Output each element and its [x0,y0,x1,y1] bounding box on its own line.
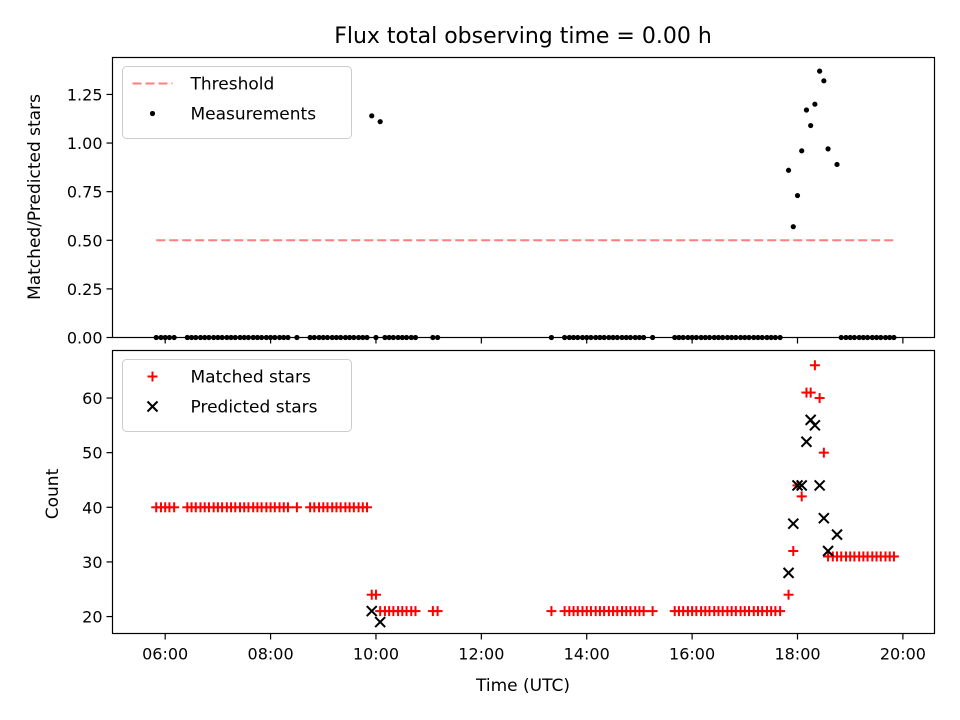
legend-label: Matched stars [191,368,311,388]
legend-swatch-0 [147,371,158,382]
legend-item-threshold: Threshold [132,75,275,95]
y-tick-label: 0.50 [67,231,103,250]
bottom-panel: Count Time (UTC) 20 30 40 50 60 06:00 08:00 10… [43,349,936,696]
bottom-legend: Matched stars Predicted stars [122,359,352,432]
top-legend: Threshold Measurements [122,66,352,139]
predicted-stars-point-6 [800,436,813,448]
predicted-stars-point-1 [374,616,386,628]
predicted-stars-point-3 [787,517,799,530]
top-y-axis-label: Matched/Predicted stars [25,94,45,300]
measurements-point-107 [803,107,810,113]
predicted-stars-point-9 [813,479,826,492]
bottom-x-ticks: 06:00 08:00 10:00 12:00 14:00 16:00 18:00 20:00 [142,633,926,664]
measurements-point-44 [369,113,375,119]
predicted-stars-point-12 [831,528,843,541]
x-tick-label: 12:00 [458,645,504,664]
legend-swatch-1 [149,110,156,117]
matched-stars-point-4 [169,502,180,513]
legend-item-predicted-stars: Predicted stars [146,398,318,418]
predicted-stars-point-5 [796,479,808,492]
y-tick-label: 1.25 [67,85,103,104]
y-tick-label: 0.00 [67,329,103,348]
top-panel: Flux total observing time = 0.00 h Match… [25,24,936,348]
measurements-point-110 [817,68,823,74]
measurements-point-113 [834,161,840,168]
y-tick-label: 30 [82,553,102,572]
y-tick-label: 0.25 [67,280,103,299]
y-tick-label: 50 [82,444,102,463]
legend-swatch-1 [146,400,159,413]
measurements-point-108 [808,122,814,129]
matched-stars-point-108 [805,387,816,398]
measurements-point-106 [799,148,805,154]
measurements-point-103 [785,167,792,173]
x-tick-label: 08:00 [248,645,294,664]
y-tick-label: 60 [82,389,102,408]
x-tick-label: 06:00 [142,645,188,664]
x-tick-label: 18:00 [774,645,820,664]
predicted-stars-point-4 [791,479,804,492]
bottom-x-axis-label: Time (UTC) [475,676,570,696]
measurements-point-112 [825,146,831,152]
y-tick-label: 20 [82,608,102,627]
matched-stars-point-29 [291,502,302,513]
y-tick-label: 40 [82,498,102,517]
bottom-y-ticks: 20 30 40 50 60 [82,389,113,627]
matched-stars-point-111 [818,447,829,458]
predicted-stars-point-2 [782,567,795,579]
matched-stars-point-57 [546,606,557,617]
measurements-point-111 [821,78,827,84]
predicted-stars-point-11 [822,545,834,557]
y-tick-label: 0.75 [67,183,103,202]
matched-stars-point-104 [788,546,799,557]
matched-stars-point-109 [809,360,820,371]
measurements-point-105 [794,192,801,199]
legend-label: Predicted stars [191,398,318,418]
x-tick-label: 16:00 [669,645,715,664]
measurements-point-104 [790,224,796,230]
x-tick-label: 20:00 [880,645,926,664]
predicted-stars-point-10 [818,512,830,524]
matched-stars-point-106 [796,491,807,502]
top-chart-title: Flux total observing time = 0.00 h [334,24,712,49]
measurements-point-46 [377,119,383,125]
x-tick-label: 14:00 [564,645,610,664]
bottom-plot-frame [111,349,936,635]
matched-stars-point-56 [432,606,443,617]
y-tick-label: 1.00 [67,134,103,153]
predicted-stars-point-8 [809,419,821,432]
matched-stars-point-45 [370,589,381,600]
matched-stars-point-77 [647,606,658,617]
legend-box [122,359,352,432]
legend-box [122,66,352,139]
legend-item-matched-stars: Matched stars [147,368,311,388]
top-y-ticks: 0.00 0.25 0.50 0.75 1.00 1.25 [67,85,113,348]
top-plot-frame [111,56,936,339]
matched-stars-point-76 [638,606,649,617]
matched-stars-point-110 [814,393,825,404]
legend-label: Threshold [190,75,275,95]
measurements-point-109 [812,101,818,107]
matched-stars-point-43 [362,502,373,513]
matched-stars-point-28 [282,502,293,513]
legend-label: Measurements [191,105,317,125]
matched-stars-point-102 [775,606,786,617]
bottom-y-axis-label: Count [43,468,63,519]
matched-stars-point-127 [888,551,899,562]
legend-item-measurements: Measurements [149,105,317,125]
bottom-plot-marks [151,360,899,628]
matched-stars-point-103 [783,589,794,600]
x-tick-label: 10:00 [353,645,399,664]
matched-stars-point-54 [410,606,421,617]
predicted-stars-point-0 [366,605,378,617]
